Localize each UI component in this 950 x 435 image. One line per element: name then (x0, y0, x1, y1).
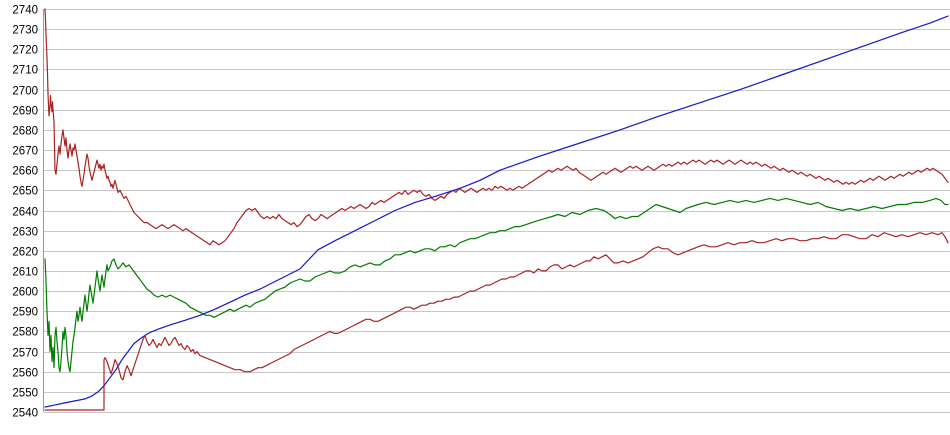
y-axis-tick-label: 2670 (12, 146, 38, 158)
y-axis-tick-label: 2600 (12, 287, 38, 299)
y-axis-tick-label: 2740 (12, 5, 38, 17)
y-axis-tick-label: 2630 (12, 227, 38, 239)
y-axis-tick-label: 2680 (12, 126, 38, 138)
y-axis-tick-label: 2620 (12, 247, 38, 259)
y-axis-tick-label: 2560 (12, 368, 38, 380)
y-axis-tick-label: 2610 (12, 267, 38, 279)
y-axis-tick-label: 2550 (12, 388, 38, 400)
y-axis-tick-label: 2590 (12, 307, 38, 319)
y-axis-tick-label: 2720 (12, 45, 38, 57)
lower-red-line (44, 232, 949, 411)
y-axis-tick-label: 2690 (12, 106, 38, 118)
blue-line (44, 15, 949, 408)
green-line (44, 197, 949, 373)
y-axis-tick-label: 2540 (12, 408, 38, 420)
y-axis-tick-label: 2730 (12, 25, 38, 37)
y-axis-tick-label: 2700 (12, 86, 38, 98)
upper-red-line (44, 8, 949, 246)
y-axis-tick-label: 2580 (12, 327, 38, 339)
y-axis-tick-label: 2570 (12, 348, 38, 360)
y-axis-tick-label: 2710 (12, 65, 38, 77)
y-axis-tick-label: 2660 (12, 166, 38, 178)
y-axis-tick-label: 2650 (12, 186, 38, 198)
y-axis-tick-label: 2640 (12, 207, 38, 219)
